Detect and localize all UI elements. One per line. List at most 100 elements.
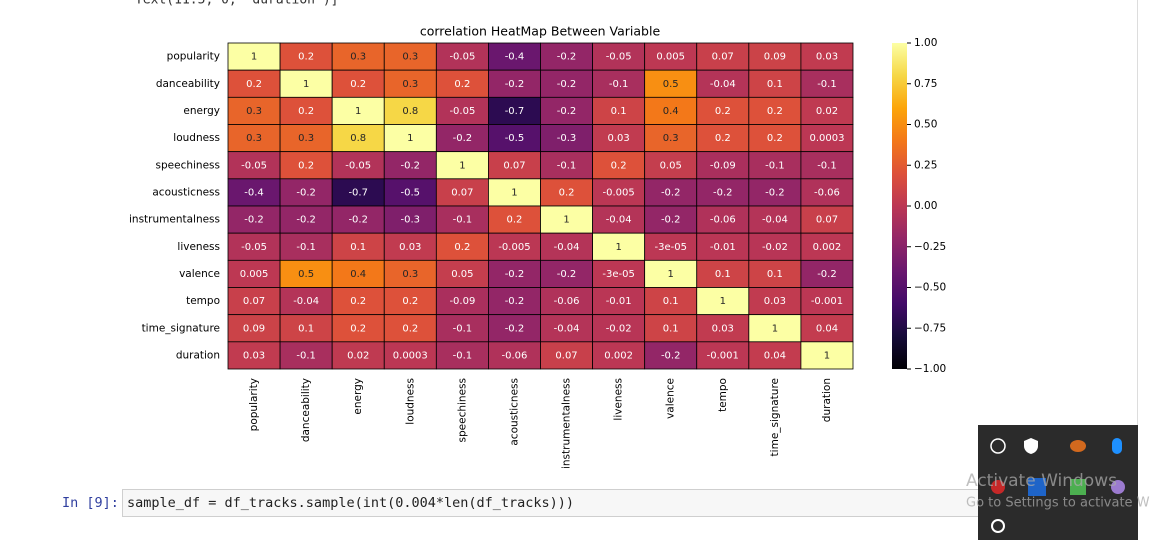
heatmap-cell — [488, 287, 541, 316]
heatmap-cell — [696, 96, 750, 125]
heatmap-cell — [331, 96, 385, 125]
cell-label: 0.09 — [764, 52, 786, 63]
heatmap-cell — [435, 69, 489, 98]
heatmap-cell — [540, 96, 593, 125]
cell-label: 0.03 — [243, 350, 265, 361]
app-icon[interactable] — [1028, 478, 1046, 496]
cell-label: -0.2 — [296, 215, 316, 226]
cell-label: -0.1 — [765, 160, 785, 171]
cell-label: 0.5 — [298, 269, 314, 280]
cell-label: 1 — [668, 269, 674, 280]
cell-label: 0.3 — [663, 133, 679, 144]
cell-label: -0.3 — [401, 215, 421, 226]
app-icon[interactable] — [1070, 479, 1086, 495]
heatmap-cell — [592, 96, 646, 125]
y-tick-label: tempo — [186, 295, 220, 307]
colorbar-tick-label: 0.25 — [914, 159, 937, 171]
app-icon[interactable] — [1111, 480, 1125, 494]
cell-label: -0.005 — [498, 242, 530, 253]
cell-label: 0.03 — [607, 133, 629, 144]
heatmap-cell — [540, 232, 593, 261]
cell-label: 0.0003 — [393, 350, 428, 361]
heatmap-cell — [800, 151, 854, 180]
cell-label: -0.04 — [554, 323, 580, 334]
heatmap-cell — [592, 151, 646, 180]
cell-label: 0.8 — [402, 106, 418, 117]
cell-label: -0.7 — [348, 187, 368, 198]
cell-label: -0.2 — [505, 79, 525, 90]
cell-label: -0.1 — [817, 79, 837, 90]
colorbar-tick-label: 0.00 — [914, 200, 937, 212]
colorbar-tick-label: −0.25 — [914, 241, 946, 253]
cell-label: 0.4 — [350, 269, 366, 280]
cell-label: 0.02 — [347, 350, 369, 361]
security-icon[interactable] — [1024, 438, 1038, 454]
cell-label: -3e-05 — [602, 269, 634, 280]
cell-label: 1 — [615, 242, 621, 253]
heatmap-cell — [227, 287, 281, 316]
cell-label: -0.01 — [606, 296, 632, 307]
heatmap-cell — [748, 42, 802, 71]
heatmap-cell — [696, 232, 750, 261]
heatmap-cell — [331, 314, 385, 343]
cell-label: -0.2 — [661, 350, 681, 361]
cell-label: 0.1 — [767, 79, 783, 90]
previous-output: Text(11.5, 0, 'duration')] — [135, 0, 339, 8]
cell-label: -0.2 — [557, 106, 577, 117]
cell-label: 0.005 — [240, 269, 269, 280]
heatmap-cell — [800, 341, 854, 370]
heatmap-cell — [383, 205, 437, 234]
heatmap-cell — [279, 341, 333, 370]
cell-label: 0.2 — [350, 323, 366, 334]
colorbar-tick-label: 0.50 — [914, 119, 937, 131]
cell-label: 0.1 — [611, 106, 627, 117]
cell-label: -0.2 — [765, 187, 785, 198]
heatmap-cell — [488, 205, 541, 234]
cell-label: 0.03 — [816, 52, 838, 63]
app-icon[interactable] — [1070, 440, 1086, 452]
y-tick-label: time_signature — [142, 322, 220, 334]
heatmap-cell — [696, 341, 750, 370]
cell-label: -0.005 — [603, 187, 635, 198]
heatmap-cell — [540, 178, 593, 207]
heatmap-cell — [540, 341, 593, 370]
x-tick-label: duration — [821, 378, 833, 422]
heatmap-cell — [331, 232, 385, 261]
heatmap-cell — [592, 259, 646, 288]
cell-label: -0.1 — [557, 160, 577, 171]
bluetooth-icon[interactable] — [1112, 438, 1122, 454]
cell-label: -0.04 — [554, 242, 580, 253]
cell-label: 0.2 — [350, 79, 366, 90]
cell-label: 0.05 — [451, 269, 473, 280]
heatmap-cell — [696, 42, 750, 71]
cell-label: -0.05 — [345, 160, 371, 171]
network-icon[interactable] — [990, 438, 1006, 454]
cell-label: -0.4 — [244, 187, 264, 198]
cell-label: -0.05 — [449, 52, 475, 63]
cell-label: 0.1 — [298, 323, 314, 334]
heatmap-cell — [644, 232, 698, 261]
heatmap-cell — [227, 259, 281, 288]
code-text: sample_df = df_tracks.sample(int(0.004*l… — [127, 495, 574, 511]
cell-label: -0.5 — [505, 133, 525, 144]
heatmap-cell — [383, 232, 437, 261]
x-tick-label: danceability — [300, 378, 312, 442]
cell-label: 0.0003 — [809, 133, 844, 144]
cell-label: -0.2 — [296, 187, 316, 198]
cell-label: 0.1 — [663, 296, 679, 307]
cell-label: -0.04 — [293, 296, 319, 307]
cell-label: 0.002 — [604, 350, 633, 361]
app-icon[interactable] — [991, 480, 1005, 494]
y-tick-label: danceability — [156, 78, 220, 90]
heatmap-cell — [540, 69, 593, 98]
cell-label: 0.4 — [663, 106, 679, 117]
heatmap-cell — [800, 178, 854, 207]
heatmap-cell — [383, 151, 437, 180]
colorbar-tick-label: −1.00 — [914, 363, 946, 375]
cell-label: -0.2 — [505, 269, 525, 280]
x-tick-label: popularity — [248, 378, 260, 431]
cell-label: 0.1 — [663, 323, 679, 334]
record-icon[interactable] — [991, 519, 1005, 533]
y-tick-label: energy — [183, 105, 220, 117]
heatmap-cell — [644, 151, 698, 180]
